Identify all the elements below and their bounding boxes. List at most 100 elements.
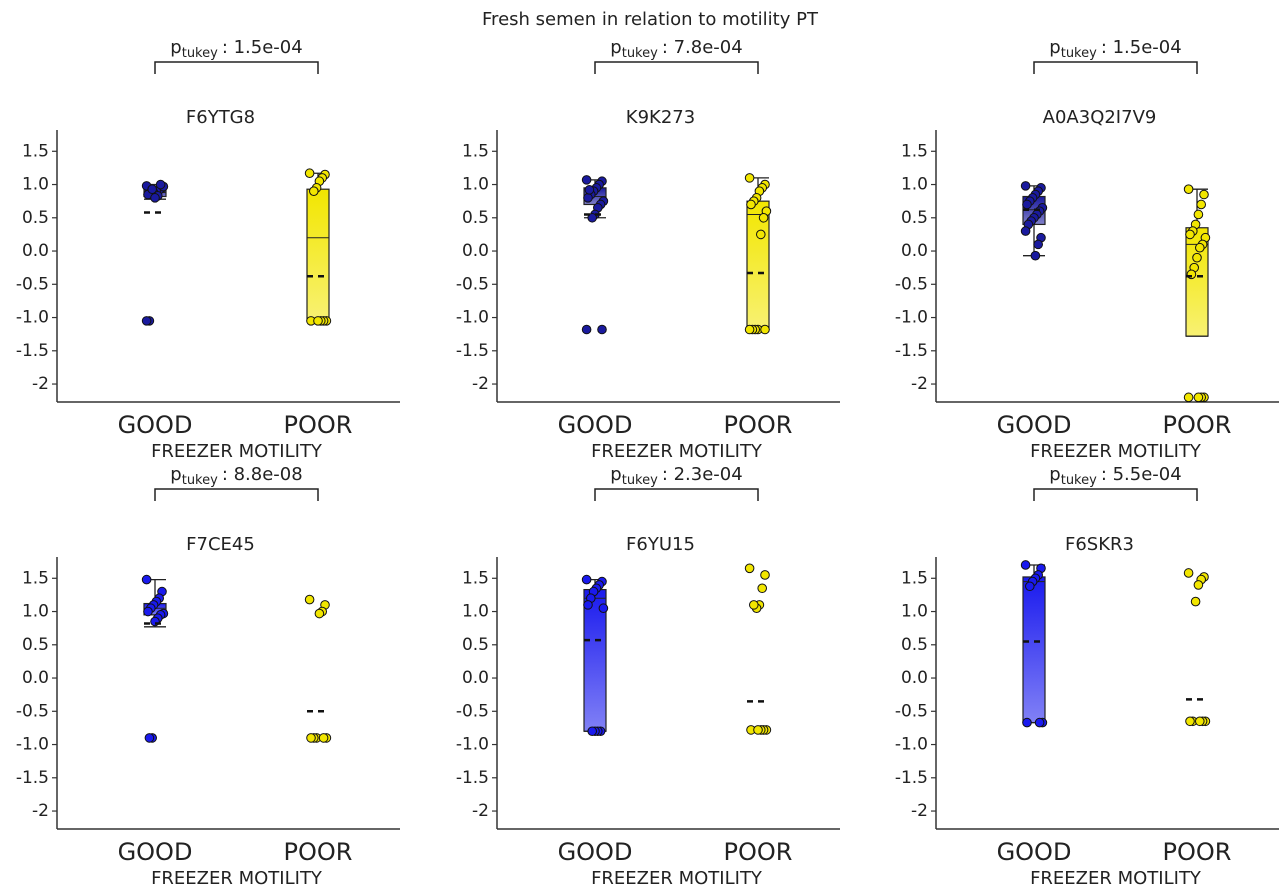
y-tick-label: 0.5 <box>901 635 928 655</box>
y-tick-label: -1.5 <box>456 768 489 788</box>
data-point <box>304 168 315 179</box>
annotation: ptukey: 2.3e-04 <box>610 464 742 488</box>
box <box>306 188 330 322</box>
data-point <box>147 184 157 194</box>
data-point <box>306 733 316 743</box>
x-axis-label: FREEZER MOTILITY <box>1030 441 1202 462</box>
y-tick-label: -0.5 <box>16 274 49 294</box>
y-tick-label: 1.0 <box>462 175 489 195</box>
y-tick-label: 0.0 <box>462 241 489 261</box>
data-point <box>581 574 592 585</box>
data-point <box>1195 242 1205 253</box>
x-tick-label: POOR <box>724 838 793 866</box>
data-point <box>1020 560 1031 570</box>
data-point <box>581 324 592 335</box>
data-point <box>756 229 766 240</box>
p-subscript: tukey <box>1061 46 1097 61</box>
p-subscript: tukey <box>1061 473 1097 488</box>
y-tick-label: 0.5 <box>22 208 49 228</box>
figure-title: Fresh semen in relation to motility PT <box>482 9 819 30</box>
data-point <box>155 179 166 190</box>
y-tick-label: 1.5 <box>901 141 928 161</box>
p-subscript: tukey <box>622 46 658 61</box>
panel-title: A0A3Q2I7V9 <box>1043 107 1157 128</box>
data-point <box>1193 209 1204 220</box>
y-tick-label: -2 <box>472 801 489 821</box>
data-point <box>757 583 768 594</box>
y-tick-label: 1.5 <box>901 568 928 588</box>
y-tick-label: 1.0 <box>901 175 928 195</box>
data-point <box>309 186 319 196</box>
panel-title: F6SKR3 <box>1065 534 1134 555</box>
x-tick-label: GOOD <box>118 411 193 439</box>
x-tick-label: GOOD <box>997 411 1072 439</box>
bracket <box>1033 488 1198 501</box>
y-tick-label: 1.5 <box>462 568 489 588</box>
y-tick-label: -1.5 <box>456 341 489 361</box>
panel-title: F6YU15 <box>626 534 695 555</box>
data-point <box>583 600 593 610</box>
y-tick-label: -1.0 <box>16 308 49 328</box>
y-tick-label: -1.0 <box>456 735 489 755</box>
data-point <box>583 193 593 203</box>
x-tick-label: POOR <box>1163 411 1232 439</box>
data-point <box>1030 250 1041 261</box>
data-point <box>581 175 592 185</box>
x-tick-label: GOOD <box>558 838 633 866</box>
data-point <box>1183 184 1194 194</box>
data-point <box>1190 596 1201 607</box>
y-tick-label: -2 <box>32 801 49 821</box>
x-tick-label: POOR <box>284 411 353 439</box>
p-subscript: tukey <box>182 46 218 61</box>
data-point <box>1020 226 1031 236</box>
y-tick-label: -0.5 <box>456 701 489 721</box>
annotation: ptukey: 1.5e-04 <box>170 37 302 61</box>
x-tick-label: POOR <box>724 411 793 439</box>
data-point <box>587 726 598 737</box>
y-tick-label: -1.0 <box>895 308 928 328</box>
data-point <box>1183 392 1194 403</box>
data-point <box>314 608 325 619</box>
y-tick-label: 0.5 <box>901 208 928 228</box>
y-tick-label: 1.0 <box>22 602 49 622</box>
data-point <box>760 570 770 580</box>
panel-title: K9K273 <box>626 107 695 128</box>
data-point <box>318 733 329 743</box>
annotation: ptukey: 7.8e-04 <box>610 37 742 61</box>
y-tick-label: -2 <box>472 374 489 394</box>
y-tick-label: -0.5 <box>16 701 49 721</box>
y-tick-label: -2 <box>911 374 928 394</box>
y-tick-label: 0.5 <box>22 635 49 655</box>
x-tick-label: POOR <box>284 838 353 866</box>
y-tick-label: -1.0 <box>16 735 49 755</box>
annotation: ptukey: 5.5e-04 <box>1049 464 1181 488</box>
data-point <box>753 725 763 735</box>
p-value: : 1.5e-04 <box>1101 37 1182 58</box>
p-symbol: p <box>1049 464 1060 485</box>
data-point <box>141 316 152 326</box>
data-point <box>150 193 160 203</box>
bracket <box>1033 61 1198 74</box>
data-point <box>1183 568 1194 578</box>
panel-title: F6YTG8 <box>186 107 255 128</box>
data-point <box>598 603 609 614</box>
data-point <box>1185 229 1195 240</box>
x-axis-label: FREEZER MOTILITY <box>1030 868 1202 889</box>
annotation: ptukey: 1.5e-04 <box>1049 37 1181 61</box>
p-symbol: p <box>610 37 621 58</box>
data-point <box>1199 189 1209 200</box>
data-point <box>749 600 759 610</box>
y-tick-label: 0.0 <box>22 241 49 261</box>
data-point <box>1196 199 1206 210</box>
data-point <box>1195 716 1205 727</box>
data-point <box>597 324 607 335</box>
data-point <box>746 199 756 210</box>
data-point <box>584 185 595 195</box>
y-tick-label: -1.0 <box>895 735 928 755</box>
data-point <box>141 574 152 585</box>
x-tick-label: GOOD <box>118 838 193 866</box>
p-symbol: p <box>610 464 621 485</box>
p-subscript: tukey <box>622 473 658 488</box>
data-point <box>760 324 770 335</box>
y-tick-label: 0.0 <box>22 668 49 688</box>
